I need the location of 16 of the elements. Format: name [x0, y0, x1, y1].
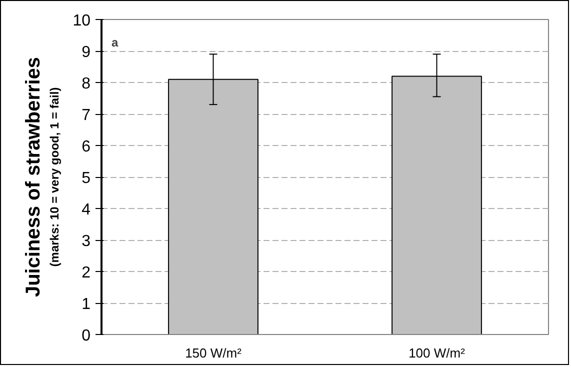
y-tick-label: 0 [82, 328, 91, 344]
y-tick-label: 8 [82, 76, 91, 92]
x-tick-label: 150 W/m² [185, 346, 242, 360]
x-tick-label: 100 W/m² [408, 346, 466, 360]
y-tick-label: 1 [82, 296, 91, 313]
y-tick-label: 3 [82, 233, 91, 250]
y-tick-label: 4 [82, 202, 91, 218]
annotation: a [112, 36, 118, 50]
y-tick-label: 9 [82, 44, 91, 61]
y-axis-title: Juiciness of strawberries [22, 56, 44, 298]
text: (marks: 10 = very good, 1 = fail) [48, 87, 62, 267]
y-tick-label: 2 [82, 264, 91, 282]
y-tick-label: 7 [82, 107, 91, 124]
y-tick-label: 10 [72, 12, 91, 30]
y-tick-label: 6 [82, 138, 91, 156]
y-tick-label: 5 [82, 170, 91, 187]
